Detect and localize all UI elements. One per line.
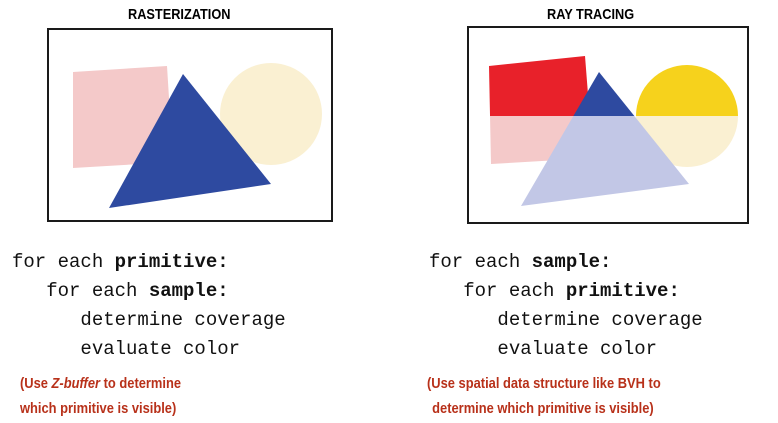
ray-tracing-title: RAY TRACING bbox=[547, 6, 635, 23]
code-line-4: evaluate color bbox=[12, 338, 241, 360]
yellow-circle-shape bbox=[636, 65, 738, 116]
red-square-shape bbox=[489, 56, 590, 116]
rt-code-line-2-keyword: primitive: bbox=[565, 280, 680, 302]
rasterization-scene bbox=[73, 63, 322, 208]
ray-tracing-pseudocode: for each sample: for each primitive: det… bbox=[429, 248, 703, 364]
rasterization-render-frame bbox=[47, 28, 333, 222]
ray-tracing-note-line-1: (Use spatial data structure like BVH to bbox=[427, 375, 661, 392]
rasterization-note-line-1: (Use Z-buffer to determine bbox=[20, 371, 181, 396]
rasterization-pseudocode: for each primitive: for each sample: det… bbox=[12, 248, 286, 364]
rt-code-line-3: determine coverage bbox=[429, 309, 703, 331]
code-line-3: determine coverage bbox=[12, 309, 286, 331]
rasterization-title: RASTERIZATION bbox=[128, 6, 231, 23]
code-line-2-keyword: sample: bbox=[148, 280, 229, 302]
rasterization-note: (Use Z-buffer to determine which primiti… bbox=[20, 371, 181, 421]
ray-tracing-note-line-2: determine which primitive is visible) bbox=[432, 400, 654, 417]
rt-code-line-4: evaluate color bbox=[429, 338, 658, 360]
rasterization-note-line-2: which primitive is visible) bbox=[20, 400, 177, 417]
rt-code-line-2-prefix: for each bbox=[429, 280, 566, 302]
note-part-3: to determine bbox=[100, 375, 182, 392]
ray-tracing-render-frame bbox=[467, 26, 749, 224]
cream-circle-shape bbox=[220, 63, 322, 165]
ray-tracing-scene bbox=[489, 56, 738, 206]
code-line-2-prefix: for each bbox=[12, 280, 149, 302]
note-part-1: (Use bbox=[20, 375, 52, 392]
ray-tracing-note: (Use spatial data structure like BVH to … bbox=[427, 371, 661, 421]
rt-code-line-1-keyword: sample: bbox=[531, 251, 612, 273]
triangle-lower-shape bbox=[521, 116, 689, 206]
blue-triangle-upper-shape bbox=[573, 72, 635, 116]
blue-triangle-shape bbox=[109, 74, 271, 208]
rt-code-line-1-prefix: for each bbox=[429, 251, 532, 273]
note-zbuffer: Z-buffer bbox=[51, 375, 101, 392]
code-line-1-keyword: primitive: bbox=[114, 251, 229, 273]
code-line-1-prefix: for each bbox=[12, 251, 115, 273]
